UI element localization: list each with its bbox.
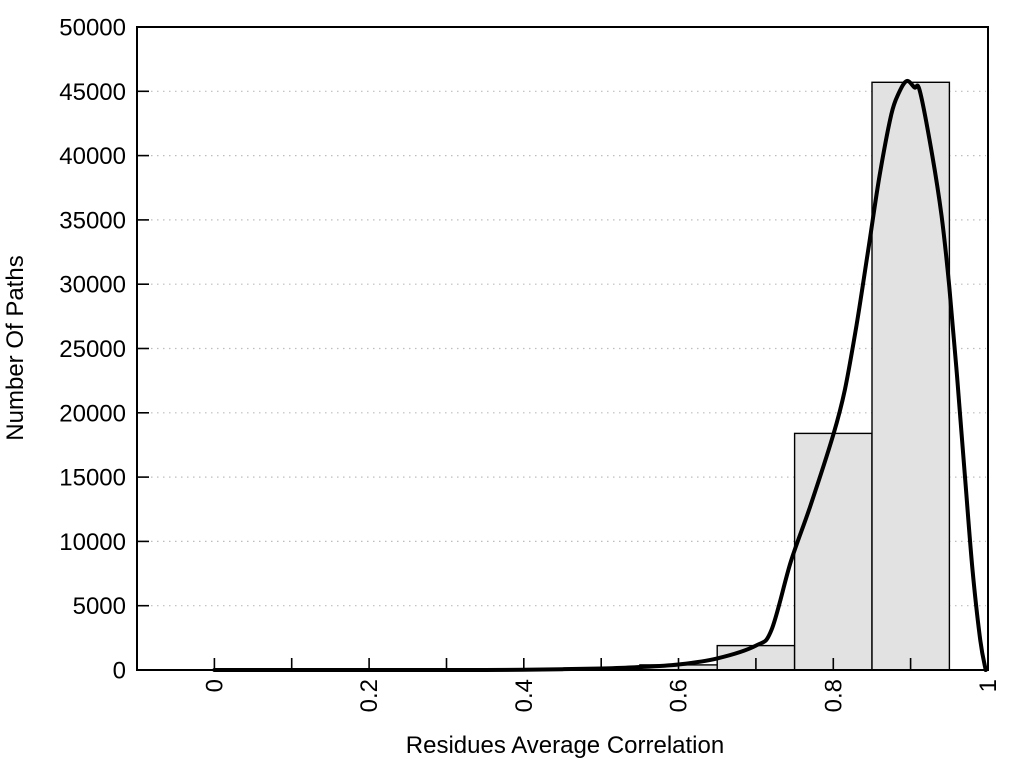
y-tick-label: 30000 <box>59 272 126 299</box>
y-tick-label: 45000 <box>59 79 126 106</box>
x-tick-label: 1 <box>975 679 1002 692</box>
y-tick-label: 40000 <box>59 143 126 170</box>
y-tick-label: 20000 <box>59 400 126 427</box>
y-tick-label: 35000 <box>59 207 126 234</box>
histogram-bar <box>793 432 873 671</box>
y-tick-label: 0 <box>113 658 126 685</box>
y-tick-label: 50000 <box>59 15 126 42</box>
y-axis-title: Number Of Paths <box>2 255 29 441</box>
x-tick-label: 0.6 <box>666 679 693 712</box>
y-tick-label: 5000 <box>73 593 126 620</box>
x-tick-label: 0.2 <box>356 679 383 712</box>
x-axis-title: Residues Average Correlation <box>405 732 725 759</box>
x-tick-label: 0.4 <box>511 679 538 712</box>
y-tick-label: 10000 <box>59 529 126 556</box>
fit-curve <box>212 78 988 672</box>
histogram-bar <box>871 81 951 671</box>
x-tick-label: 0.8 <box>820 679 847 712</box>
y-tick-label: 25000 <box>59 336 126 363</box>
y-tick-label: 15000 <box>59 465 126 492</box>
x-tick-label: 0 <box>201 679 228 692</box>
